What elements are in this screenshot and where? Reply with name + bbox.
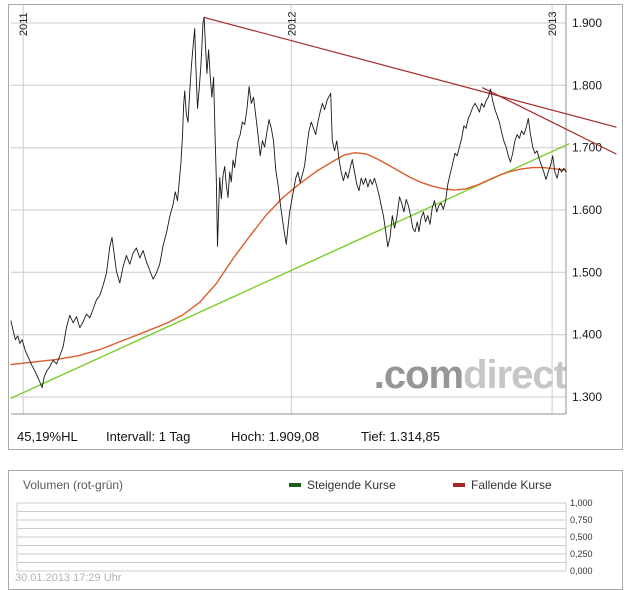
y-axis-tick-label: 1.300 bbox=[572, 390, 602, 404]
volume-panel: 1,000 0,750 0,500 0,250 0,000 Volumen (rot-g… bbox=[8, 470, 623, 590]
comdirect-watermark: .comdirect bbox=[373, 353, 567, 397]
down-volume-swatch-icon bbox=[453, 482, 465, 487]
down-trendline-1 bbox=[203, 16, 617, 128]
x-axis-tick-label: 2013 bbox=[547, 12, 559, 36]
watermark-direct: direct bbox=[463, 353, 567, 397]
low-label: Tief: 1.314,85 bbox=[361, 429, 441, 444]
y-axis-tick-label: 1.500 bbox=[572, 265, 602, 279]
legend-up-label: Steigende Kurse bbox=[307, 478, 396, 492]
y-axis-tick-label: 1.400 bbox=[572, 328, 602, 342]
y-axis-tick-label: 1.900 bbox=[572, 16, 602, 30]
legend-fallende-kurse: Fallende Kurse bbox=[453, 478, 552, 492]
legend-steigende-kurse: Steigende Kurse bbox=[289, 478, 396, 492]
price-chart-panel: 1.900 1.800 1.700 1.600 1.500 1.400 1.300 2011 2… bbox=[8, 4, 623, 450]
volume-title: Volumen (rot-grün) bbox=[23, 478, 124, 492]
volume-tick-label: 0,750 bbox=[570, 515, 593, 525]
range-percent-label: 45,19%HL bbox=[17, 429, 78, 444]
down-trendline-2 bbox=[482, 87, 617, 155]
high-label: Hoch: 1.909,08 bbox=[231, 429, 320, 444]
price-line bbox=[10, 16, 567, 389]
volume-tick-label: 1,000 bbox=[570, 498, 593, 508]
x-axis-tick-label: 2012 bbox=[286, 12, 298, 36]
interval-label: Intervall: 1 Tag bbox=[106, 429, 191, 444]
y-axis-tick-label: 1.800 bbox=[572, 78, 602, 92]
y-axis-tick-label: 1.600 bbox=[572, 203, 602, 217]
x-axis-tick-label: 2011 bbox=[18, 12, 30, 36]
volume-tick-label: 0,500 bbox=[570, 532, 593, 542]
price-chart: 1.900 1.800 1.700 1.600 1.500 1.400 1.300 2011 2… bbox=[10, 5, 617, 415]
up-volume-swatch-icon bbox=[289, 482, 301, 487]
volume-tick-label: 0,000 bbox=[570, 566, 593, 576]
legend-down-label: Fallende Kurse bbox=[471, 478, 552, 492]
volume-chart: 1,000 0,750 0,500 0,250 0,000 bbox=[16, 498, 593, 576]
volume-tick-label: 0,250 bbox=[570, 549, 593, 559]
moving-average-line bbox=[10, 151, 567, 366]
watermark-com: .com bbox=[373, 353, 464, 397]
last-update-timestamp: 30.01.2013 17:29 Uhr bbox=[15, 572, 122, 584]
y-axis-tick-label: 1.700 bbox=[572, 141, 602, 155]
